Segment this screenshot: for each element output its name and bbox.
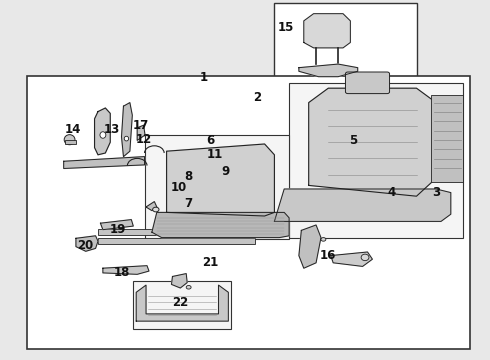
- Polygon shape: [274, 189, 451, 221]
- Ellipse shape: [321, 238, 326, 241]
- Text: 19: 19: [109, 223, 126, 236]
- Polygon shape: [137, 125, 145, 140]
- Polygon shape: [122, 103, 132, 157]
- Text: 12: 12: [135, 133, 152, 146]
- Text: 20: 20: [76, 239, 93, 252]
- Ellipse shape: [100, 132, 106, 138]
- Text: 18: 18: [113, 266, 130, 279]
- Polygon shape: [304, 14, 350, 48]
- Bar: [145, 135, 289, 239]
- Text: 14: 14: [64, 123, 81, 136]
- Polygon shape: [64, 157, 145, 168]
- Polygon shape: [172, 274, 187, 288]
- Text: 15: 15: [277, 21, 294, 33]
- FancyBboxPatch shape: [345, 72, 390, 94]
- Text: 13: 13: [103, 123, 120, 136]
- Text: 5: 5: [349, 134, 357, 147]
- Ellipse shape: [153, 207, 159, 212]
- Bar: [289, 83, 463, 238]
- Text: 7: 7: [185, 197, 193, 210]
- Text: 8: 8: [185, 170, 193, 183]
- Bar: [133, 281, 231, 329]
- Polygon shape: [299, 225, 321, 268]
- Polygon shape: [95, 108, 110, 155]
- Text: 21: 21: [202, 256, 219, 269]
- Ellipse shape: [124, 136, 128, 141]
- Polygon shape: [331, 252, 372, 266]
- Text: 3: 3: [432, 186, 440, 199]
- Polygon shape: [146, 202, 157, 211]
- Bar: [98, 238, 255, 244]
- Text: 9: 9: [221, 165, 229, 177]
- Ellipse shape: [64, 135, 75, 145]
- Bar: [27, 76, 470, 349]
- Bar: [65, 140, 76, 144]
- Polygon shape: [100, 220, 133, 230]
- Polygon shape: [103, 266, 149, 274]
- Polygon shape: [167, 144, 274, 216]
- Text: 6: 6: [207, 134, 215, 147]
- Text: 2: 2: [253, 91, 261, 104]
- Text: 22: 22: [172, 296, 189, 309]
- Text: 17: 17: [132, 119, 149, 132]
- Polygon shape: [136, 285, 228, 321]
- Bar: [98, 229, 255, 235]
- Text: 11: 11: [206, 148, 223, 161]
- Text: 10: 10: [171, 181, 187, 194]
- Text: 1: 1: [199, 71, 207, 84]
- Polygon shape: [76, 236, 98, 251]
- Bar: [274, 3, 416, 80]
- Text: 4: 4: [388, 186, 396, 199]
- Ellipse shape: [361, 254, 369, 261]
- Polygon shape: [309, 88, 436, 196]
- Text: 16: 16: [320, 249, 337, 262]
- Ellipse shape: [186, 285, 191, 289]
- Bar: [431, 95, 463, 182]
- Polygon shape: [299, 64, 358, 77]
- Polygon shape: [152, 212, 289, 238]
